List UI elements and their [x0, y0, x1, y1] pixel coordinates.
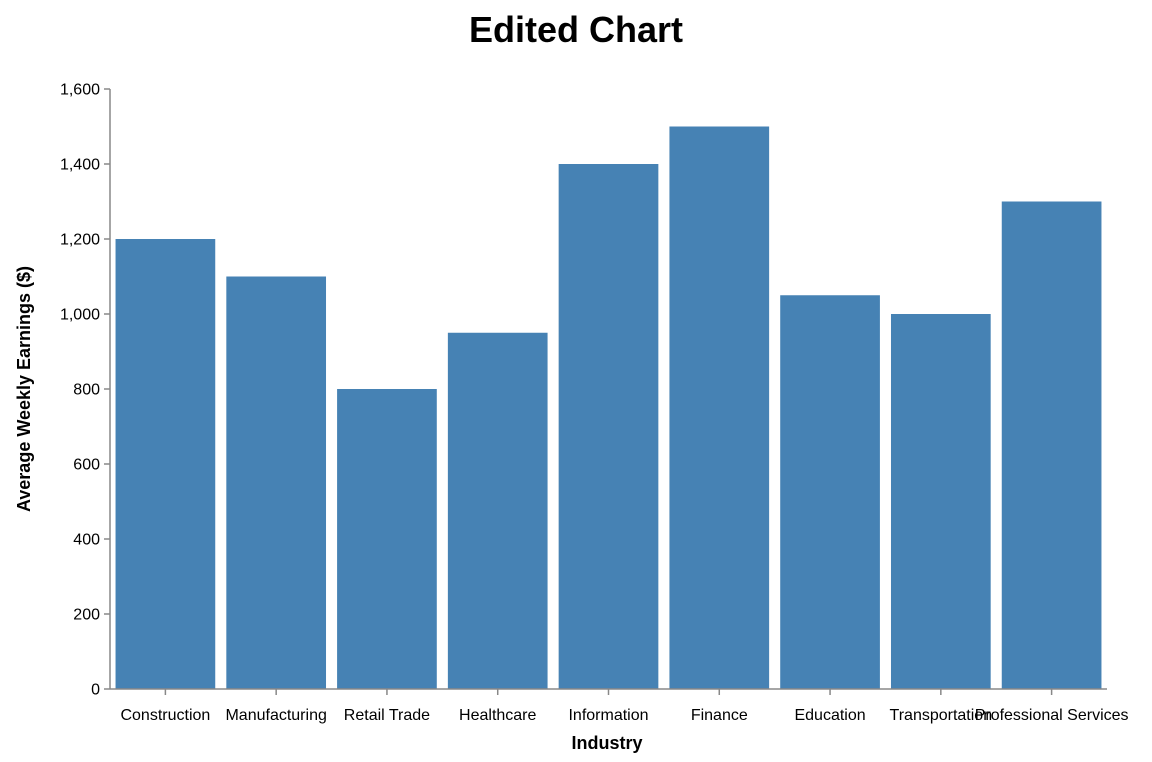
y-tick-label: 1,600: [60, 82, 100, 99]
y-tick-label: 600: [73, 457, 100, 474]
x-axis-title: Industry: [571, 733, 642, 753]
y-tick-label: 0: [91, 682, 100, 699]
y-axis: 0 200 400 600 800 1,000 1,200 1,400 1,600: [60, 82, 111, 699]
bar-retail-trade: [337, 389, 437, 689]
bar-finance: [669, 126, 770, 689]
x-tick-label: Education: [794, 707, 865, 724]
x-axis: Construction Manufacturing Retail Trade Hea…: [110, 688, 1129, 724]
bar-information: [558, 164, 659, 689]
bar-manufacturing: [226, 276, 327, 689]
x-tick-label: Construction: [120, 707, 210, 724]
y-tick-label: 400: [73, 532, 100, 549]
y-tick-label: 1,000: [60, 307, 100, 324]
x-tick-label: Manufacturing: [225, 707, 326, 724]
bar-transportation: [890, 314, 991, 689]
x-tick-label: Healthcare: [459, 707, 536, 724]
x-tick-label: Finance: [691, 707, 748, 724]
bars-group: [115, 126, 1102, 689]
y-tick-label: 1,400: [60, 157, 100, 174]
bar-education: [780, 295, 880, 689]
y-tick-label: 200: [73, 607, 100, 624]
bar-professional-services: [1001, 201, 1102, 689]
x-tick-label: Retail Trade: [344, 707, 430, 724]
x-tick-label: Information: [568, 707, 648, 724]
x-tick-label: Transportation: [890, 707, 993, 724]
y-axis-title: Average Weekly Earnings ($): [14, 266, 34, 512]
x-tick-label: Professional Services: [975, 707, 1129, 724]
bar-healthcare: [447, 332, 548, 689]
chart-title: Edited Chart: [469, 9, 683, 50]
bar-construction: [115, 239, 216, 689]
y-tick-label: 1,200: [60, 232, 100, 249]
y-tick-label: 800: [73, 382, 100, 399]
